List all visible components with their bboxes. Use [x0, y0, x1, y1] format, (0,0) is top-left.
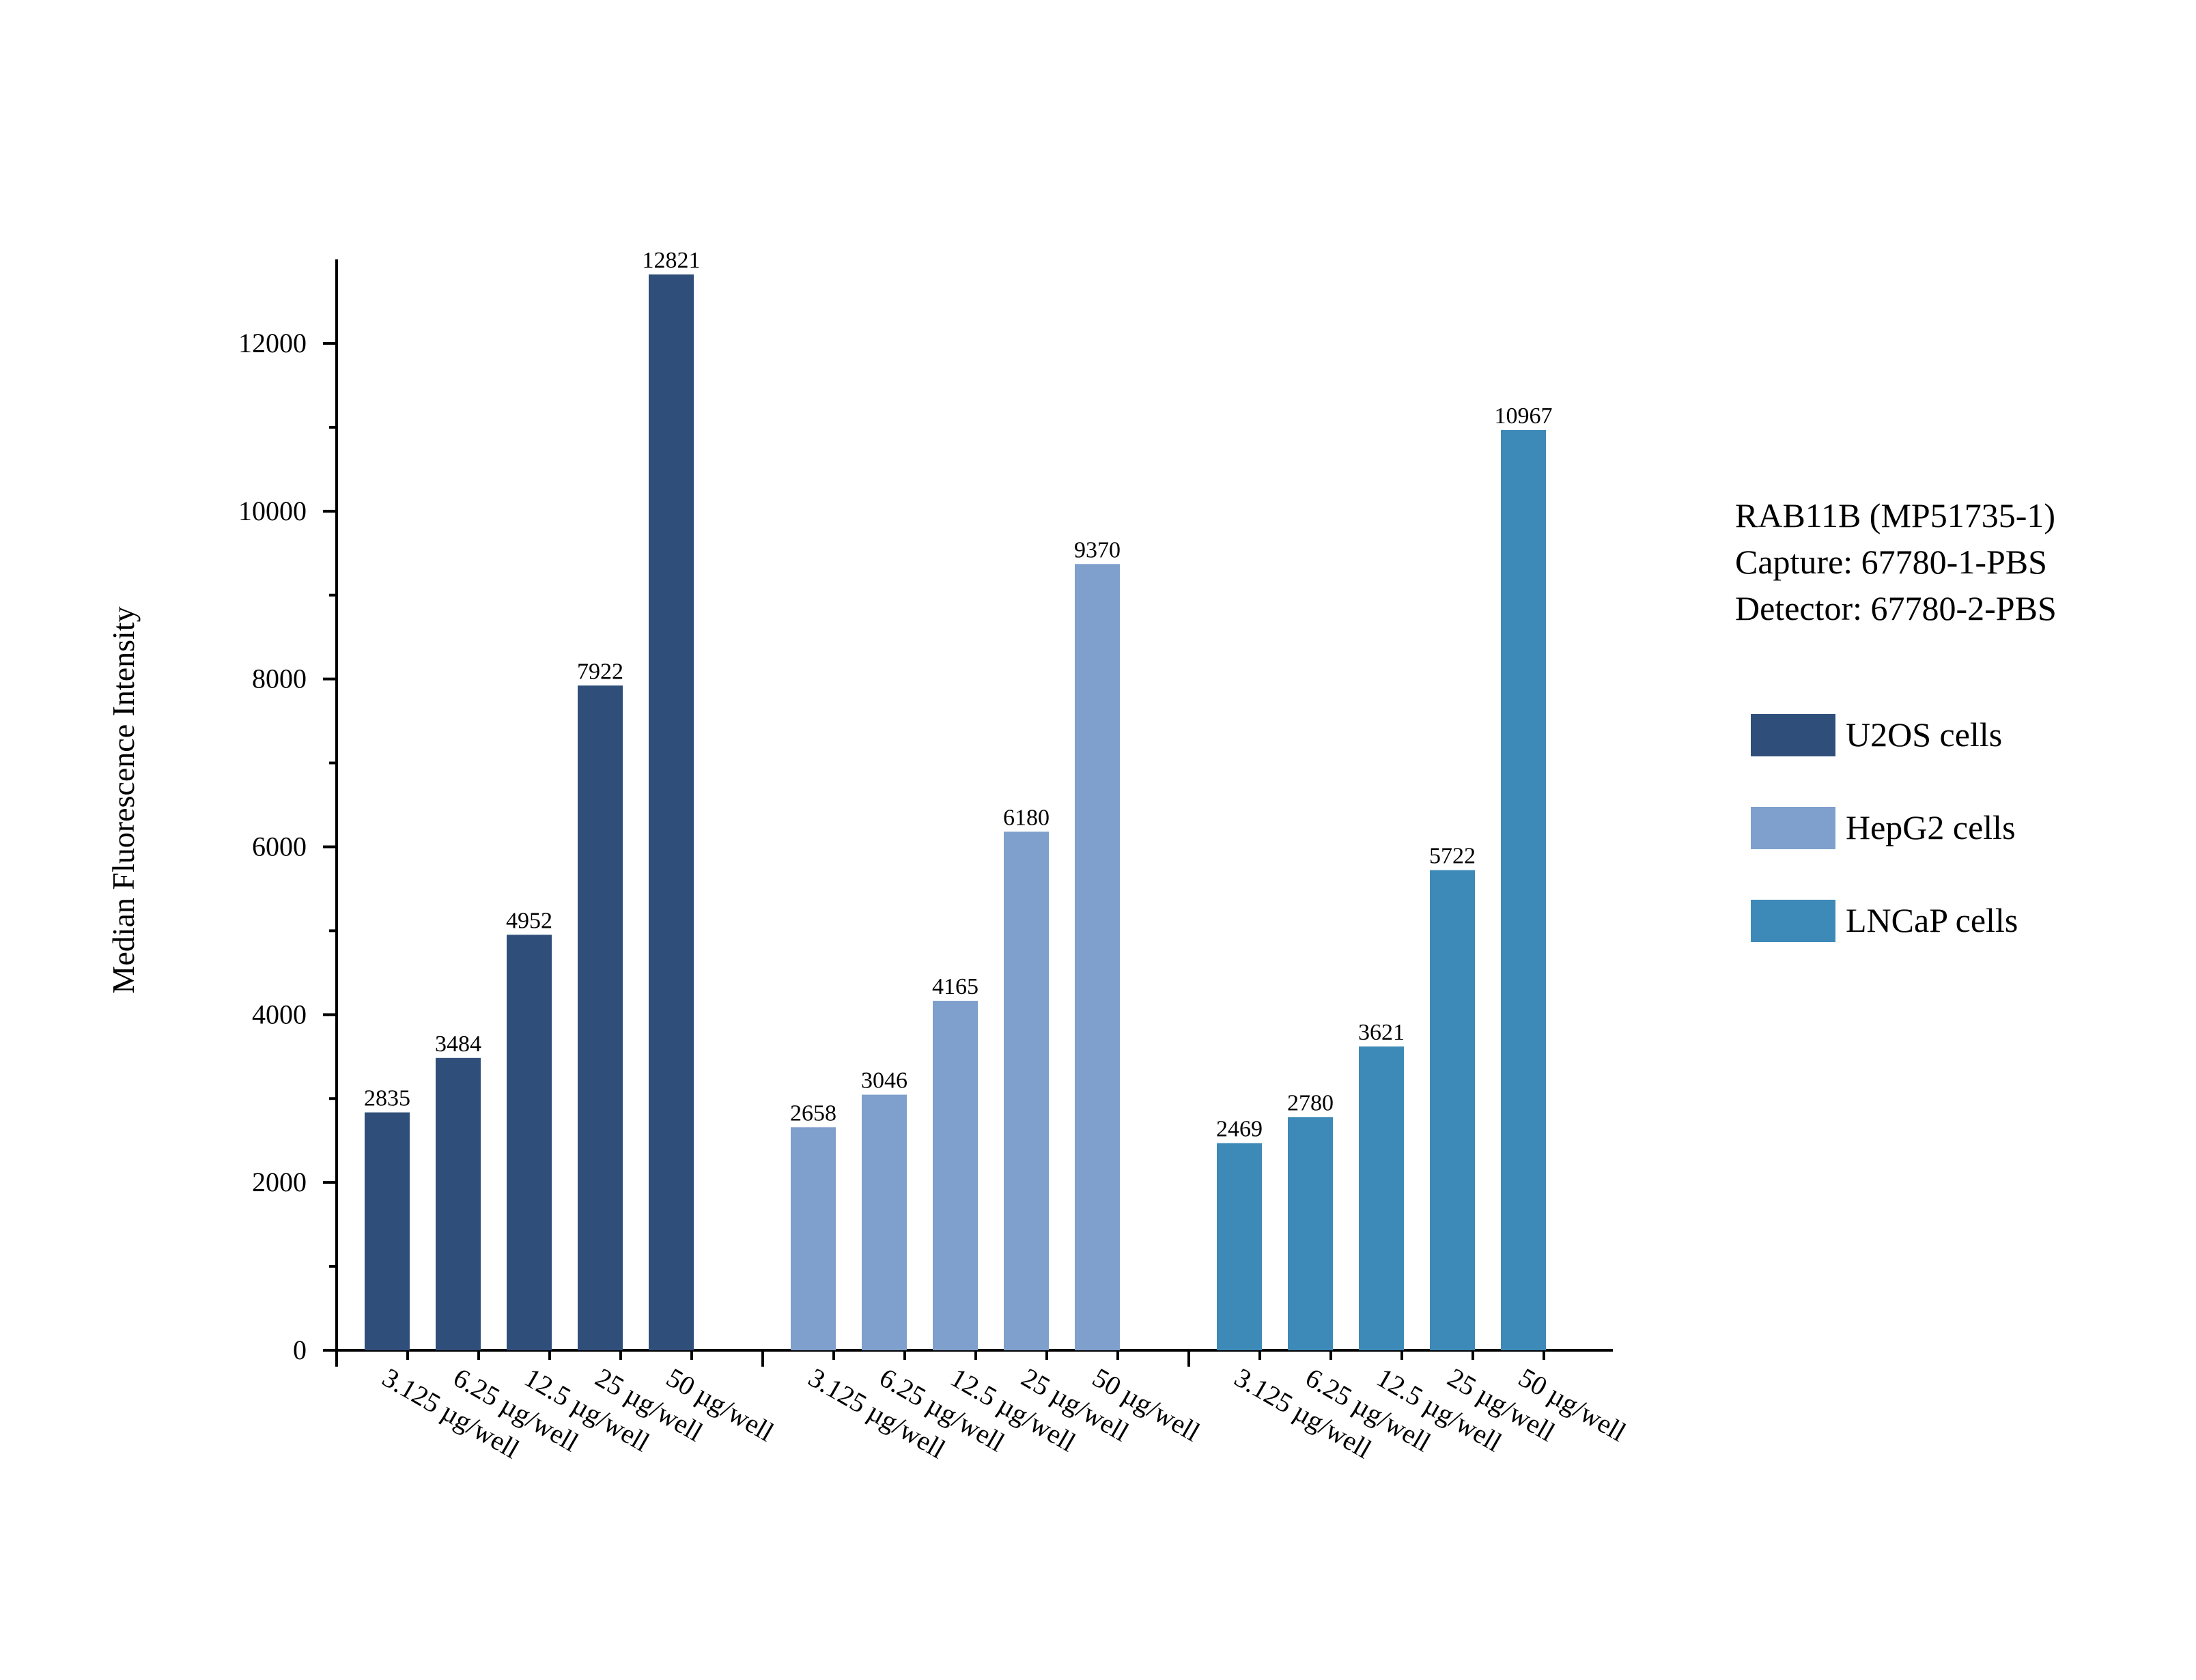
- legend-swatch: [1751, 807, 1835, 849]
- annotation-line: RAB11B (MP51735-1): [1735, 496, 2055, 535]
- y-tick-label: 0: [293, 1335, 307, 1365]
- bar: [1359, 1046, 1404, 1350]
- bar: [1430, 870, 1475, 1350]
- bar-value-label: 2835: [364, 1086, 410, 1111]
- bar-value-label: 10967: [1495, 403, 1553, 429]
- bar: [649, 274, 694, 1350]
- y-tick-label: 8000: [252, 664, 307, 694]
- y-axis-label: Median Fluorescence Intensity: [106, 606, 141, 993]
- bar-value-label: 12821: [643, 248, 701, 273]
- bar-value-label: 4952: [506, 908, 552, 933]
- bar: [791, 1127, 836, 1350]
- legend-label: LNCaP cells: [1846, 901, 2018, 939]
- chart-bars: [365, 274, 1546, 1351]
- bar-value-label: 3621: [1358, 1020, 1405, 1045]
- annotation-line: Detector: 67780-2-PBS: [1735, 589, 2057, 627]
- bar: [365, 1112, 410, 1350]
- bar: [933, 1001, 978, 1350]
- legend-swatch: [1751, 714, 1835, 756]
- bar-value-label: 7922: [577, 659, 623, 684]
- bar-value-label: 2780: [1287, 1090, 1334, 1115]
- bar: [1075, 564, 1120, 1351]
- legend-label: U2OS cells: [1846, 715, 2002, 754]
- chart-annotation: RAB11B (MP51735-1) Capture: 67780-1-PBS De…: [1735, 496, 2057, 627]
- bar-value-label: 3484: [435, 1031, 481, 1057]
- y-tick-label: 10000: [238, 496, 307, 526]
- bar: [1288, 1117, 1333, 1350]
- bar: [1217, 1143, 1262, 1350]
- bar-value-label: 6180: [1003, 805, 1050, 830]
- bar-value-label: 2469: [1216, 1117, 1263, 1142]
- y-tick-label: 6000: [252, 831, 307, 862]
- bar-value-label: 2658: [790, 1100, 836, 1126]
- bar: [1501, 429, 1546, 1350]
- legend-label: HepG2 cells: [1846, 808, 2016, 846]
- bar: [1004, 831, 1049, 1350]
- y-tick-label: 2000: [252, 1167, 307, 1197]
- bar-value-label: 5722: [1429, 844, 1476, 869]
- bar-value-label: 9370: [1074, 537, 1121, 563]
- y-tick-label: 12000: [238, 328, 307, 358]
- legend-swatch: [1751, 900, 1835, 942]
- bar-value-label: 4165: [932, 974, 979, 999]
- bar: [507, 935, 552, 1350]
- chart-legend: U2OS cells HepG2 cells LNCaP cells: [1751, 714, 2018, 942]
- y-tick-label: 4000: [252, 999, 307, 1029]
- bar: [436, 1057, 481, 1350]
- bar: [862, 1094, 907, 1350]
- annotation-line: Capture: 67780-1-PBS: [1735, 543, 2047, 581]
- bar-value-label: 3046: [861, 1068, 907, 1094]
- bar: [578, 685, 623, 1350]
